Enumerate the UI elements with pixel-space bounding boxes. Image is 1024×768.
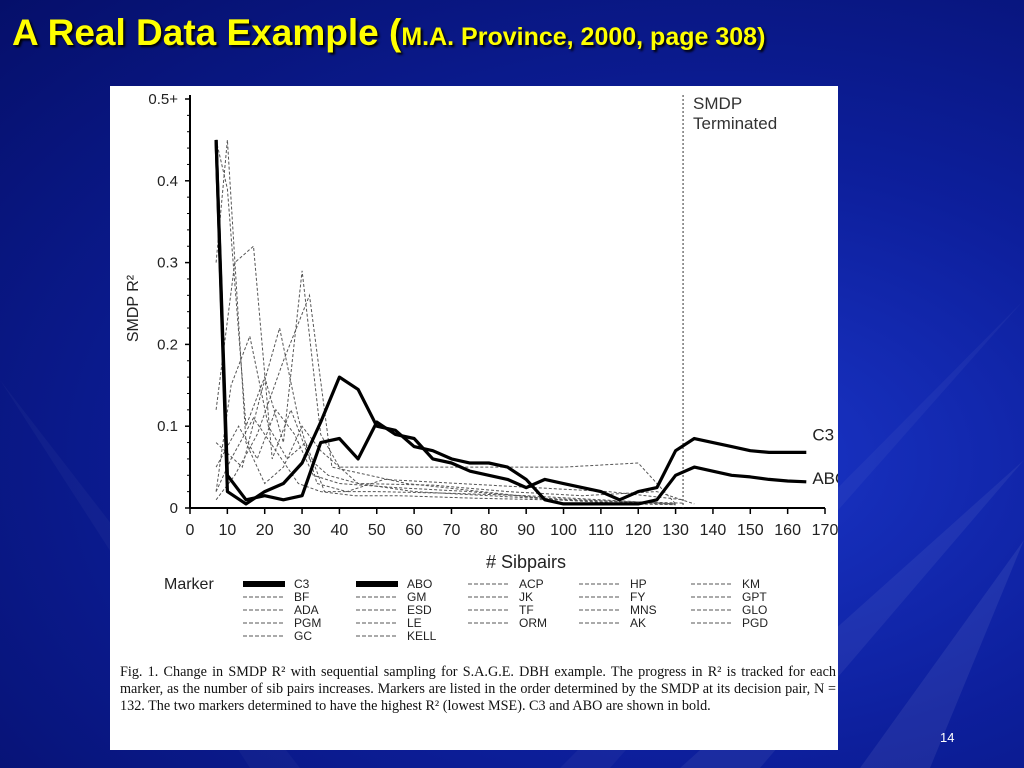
legend-label: ESD	[407, 603, 432, 617]
y-tick-label: 0.4	[157, 173, 178, 190]
figure-caption: Fig. 1. Change in SMDP R² with sequentia…	[120, 664, 836, 714]
series-line-c3	[214, 139, 807, 502]
legend-label: JK	[519, 590, 533, 604]
x-tick-label: 160	[774, 522, 801, 539]
x-tick-label: 80	[480, 522, 498, 539]
marker-series-line	[215, 139, 695, 505]
x-tick-label: 150	[737, 522, 764, 539]
legend-label: C3	[294, 577, 310, 591]
slide-title-main: A Real Data Example (	[12, 12, 402, 53]
x-tick-label: 140	[700, 522, 727, 539]
legend-title: Marker	[164, 576, 214, 593]
x-tick-label: 70	[443, 522, 461, 539]
legend-label: KM	[742, 577, 760, 591]
figure-panel: 0 0.1 0.2 0.3 0.4 0.5+ 0 10 20 30 40 50 60 70 80 90 100 1…	[110, 86, 838, 750]
x-tick-label: 120	[625, 522, 652, 539]
legend-label: GLO	[742, 603, 767, 617]
x-tick-label: 170	[812, 522, 838, 539]
legend-label: ABO	[407, 577, 432, 591]
x-tick-label: 90	[517, 522, 535, 539]
marker-series-line	[215, 417, 684, 504]
legend-label: LE	[407, 616, 422, 630]
legend-label: FY	[630, 590, 645, 604]
x-tick-label: 110	[588, 522, 614, 539]
annotation-label: Terminated	[693, 114, 777, 133]
marker-series-line	[215, 327, 684, 501]
legend-label: TF	[519, 603, 534, 617]
legend-label: GM	[407, 590, 426, 604]
y-axis-title: SMDP R²	[125, 274, 142, 342]
legend-label: GC	[294, 629, 312, 643]
series-end-label: C3	[812, 425, 834, 444]
legend-label: ORM	[519, 616, 547, 630]
legend-label: ACP	[519, 577, 544, 591]
legend-label: GPT	[742, 590, 767, 604]
series-line-abo	[214, 139, 807, 506]
legend-label: AK	[630, 616, 646, 630]
legend-label: MNS	[630, 603, 657, 617]
y-tick-label: 0.3	[157, 255, 178, 272]
x-tick-label: 10	[218, 522, 236, 539]
x-tick-label: 30	[293, 522, 311, 539]
x-tick-label: 40	[331, 522, 349, 539]
y-tick-label: 0	[170, 500, 178, 517]
smdp-line-chart: 0 0.1 0.2 0.3 0.4 0.5+ 0 10 20 30 40 50 60 70 80 90 100 1…	[125, 91, 838, 643]
marker-series-line	[215, 293, 676, 506]
legend-label: ADA	[294, 603, 319, 617]
x-tick-label: 130	[662, 522, 689, 539]
x-axis-title: # Sibpairs	[486, 552, 566, 572]
legend-label: PGM	[294, 616, 321, 630]
legend-label: KELL	[407, 629, 437, 643]
marker-series-line	[215, 334, 676, 505]
y-tick-label: 0.1	[157, 418, 178, 435]
legend-label: HP	[630, 577, 647, 591]
marker-series-line	[215, 408, 676, 506]
slide-title-citation: M.A. Province, 2000, page 308)	[401, 23, 766, 51]
annotation-label: SMDP	[693, 94, 742, 113]
x-tick-label: 20	[256, 522, 274, 539]
x-tick-label: 60	[405, 522, 423, 539]
x-tick-label: 50	[368, 522, 386, 539]
x-tick-label: 0	[186, 522, 195, 539]
marker-series-line	[215, 245, 676, 505]
legend-label: PGD	[742, 616, 768, 630]
y-tick-label: 0.5+	[148, 91, 178, 108]
x-tick-label: 100	[550, 522, 577, 539]
y-tick-label: 0.2	[157, 336, 178, 353]
slide-number: 14	[940, 730, 955, 745]
marker-series-line	[215, 139, 676, 505]
series-end-label: ABO	[812, 469, 838, 488]
slide-title: A Real Data Example (M.A. Province, 2000…	[12, 14, 765, 51]
legend-label: BF	[294, 590, 309, 604]
